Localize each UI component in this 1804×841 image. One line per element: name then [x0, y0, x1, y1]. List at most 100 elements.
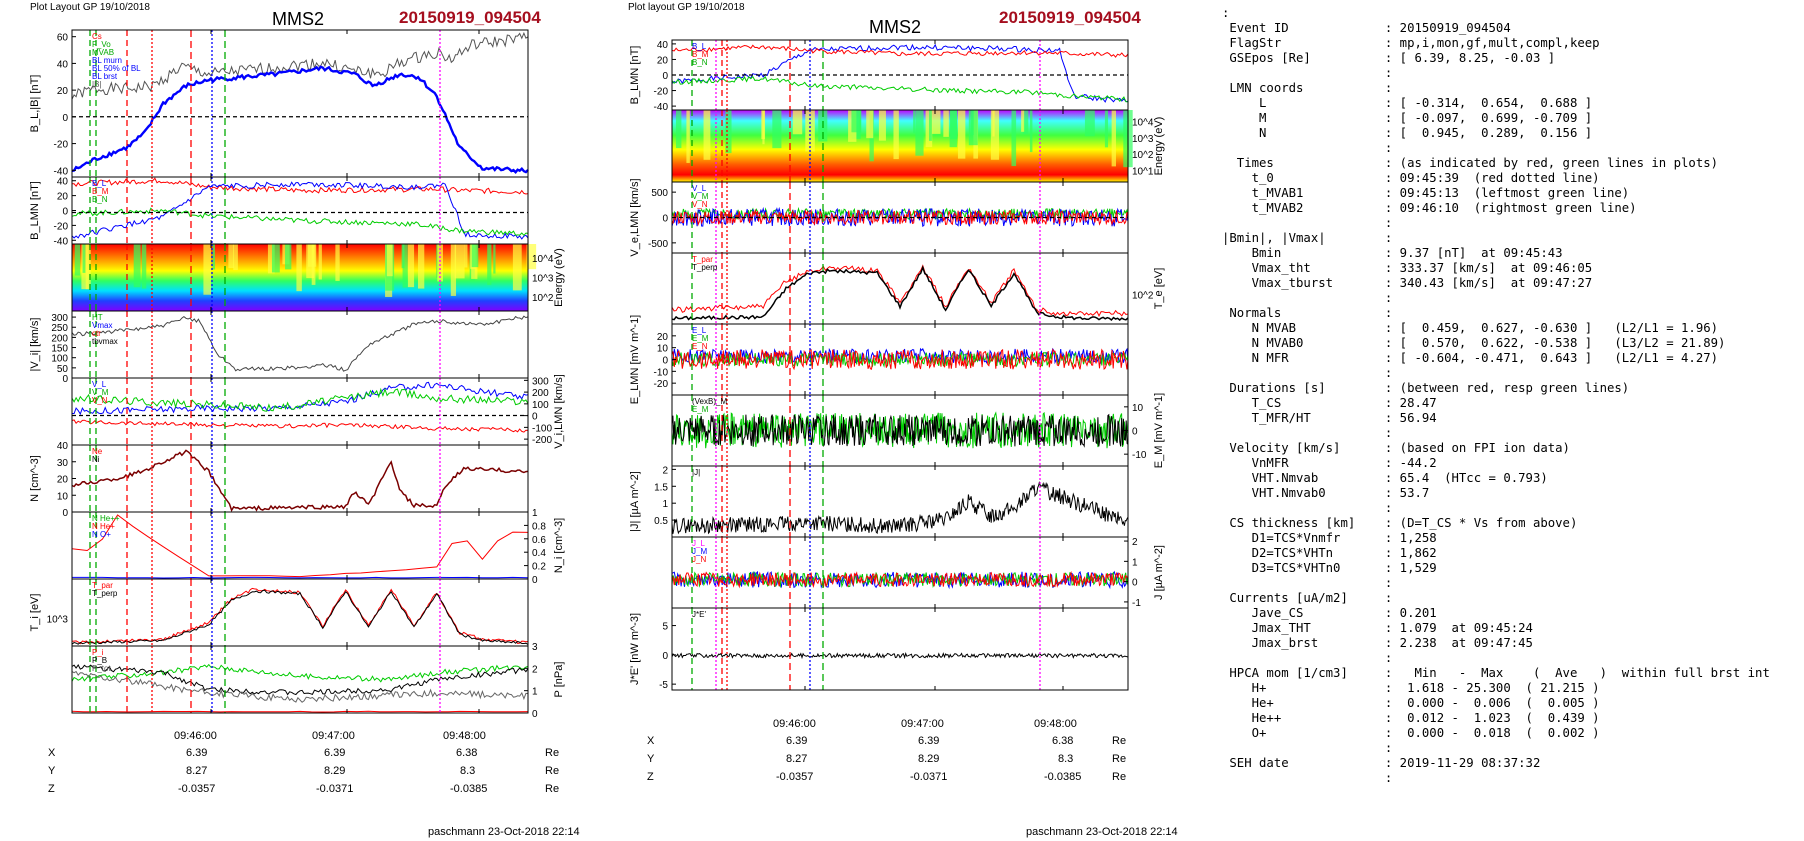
legend-entry: E_N [692, 342, 708, 351]
panel-right-3: -500 0 500 V_e,LMN [km/s] V_LV_MV_N [629, 178, 1129, 257]
panel-left-7: 0 0.2 0.4 0.6 0.8 1 N_i [cm^-3] N He++N He+N O+ [71, 508, 565, 586]
spectrogram-stripe [925, 110, 933, 148]
summary-line: Bmin : 9.37 [nT] at 09:45:43 [1222, 246, 1563, 260]
legend-entry: BL brst [92, 72, 118, 81]
y-tick-label: -20 [654, 379, 669, 390]
legend-entry: HT [92, 313, 103, 322]
summary-line: HPCA mom [1/cm3] : Min - Max ( Ave ) wit… [1222, 666, 1770, 680]
y-tick-label: 0 [1132, 427, 1138, 438]
y-tick-label: -200 [532, 435, 552, 446]
spectrogram-stripe [675, 110, 682, 149]
summary-line: Vmax_tburst : 340.43 [km/s] at 09:47:27 [1222, 276, 1593, 290]
spectrogram-stripe [386, 244, 393, 277]
spectrogram-stripe [992, 110, 995, 137]
legend-entry: T_par [692, 255, 713, 264]
spectrogram-stripe [772, 110, 782, 149]
legend-entry: tbvmax [92, 337, 118, 346]
legend-entry: BL murn [92, 56, 122, 65]
spectrogram-stripe [1111, 110, 1116, 167]
right-coord-x-2: 6.39 [918, 735, 940, 747]
y-tick-label: 0 [532, 412, 538, 423]
y-tick-label: 10 [57, 491, 69, 502]
y-tick-label: 10 [657, 344, 669, 355]
y-axis-label: N_i [cm^-3] [553, 518, 565, 573]
left-spacecraft-title: MMS2 [272, 9, 325, 29]
left-coord-x-label: X [48, 747, 56, 759]
panel-left-2: -40 -20 0 20 40 B_LMN [nT] B_LB_MB_N [29, 176, 529, 247]
y-axis-label: T_i [eV] [29, 594, 41, 632]
panel-frame [671, 252, 1129, 325]
y-tick-label: 0 [662, 651, 668, 662]
legend-entry: N He++ [92, 514, 120, 523]
spectrogram-stripe [401, 244, 405, 269]
y-tick-label: 0 [532, 709, 538, 720]
legend-entry: |J| [692, 468, 700, 477]
spectrogram-stripe [762, 110, 765, 145]
y-tick-label: 20 [57, 475, 69, 486]
series-line-VN [71, 419, 529, 433]
y-tick-label: 200 [51, 333, 68, 344]
spectrogram-stripe [725, 110, 732, 154]
summary-line: He++ : 0.012 - 1.023 ( 0.439 ) [1222, 711, 1600, 725]
spectrogram-stripe [267, 244, 275, 274]
spectrogram-stripe [85, 244, 91, 290]
right-coord-x-unit: Re [1112, 735, 1127, 747]
panel-left-9: 0 1 2 3 P [nPa] P_iP_BP_tot [71, 642, 565, 720]
spectrogram-stripe [915, 110, 924, 156]
series-line-Tperp [671, 265, 1129, 322]
y-tick-label: -10 [1132, 450, 1147, 461]
spectrogram-stripe [1011, 110, 1017, 167]
summary-line: : [1222, 66, 1393, 80]
y-axis-label: N [cm^-3] [29, 455, 41, 502]
y-tick-label: -20 [54, 140, 69, 151]
legend-entry: N O+ [92, 530, 111, 539]
series-line-BM [72, 177, 529, 195]
series-line-Tpar [671, 264, 1129, 317]
y-tick-label: 40 [57, 59, 69, 70]
legend-entry: MVAB [92, 48, 114, 57]
summary-line: N MVAB : [ 0.459, 0.627, -0.630 ] (L2/L1… [1222, 321, 1719, 335]
right-plot-layout-label: Plot layout GP 19/10/2018 [628, 2, 745, 13]
y-tick-label: 250 [51, 323, 68, 334]
series-line-BL [71, 65, 529, 174]
spectrogram [672, 110, 1128, 182]
event-summary-text: : Event ID : 20150919_094504 FlagStr : m… [1222, 6, 1770, 786]
legend-entry: (VexB)_M [692, 397, 727, 406]
legend-entry: E_M [692, 405, 709, 414]
series-line-Pi [71, 663, 529, 683]
y-tick-label: 1 [532, 687, 538, 698]
right-spacecraft-title: MMS2 [869, 17, 922, 37]
legend-entry: V_L [92, 380, 107, 389]
left-coord-y-label: Y [48, 765, 56, 777]
spectrogram-stripe [1029, 110, 1033, 153]
y-tick-label: 0.5 [654, 516, 668, 527]
spectrogram-stripe [450, 244, 457, 296]
spectrogram-stripe [686, 110, 690, 163]
y-axis-label: V_e,LMN [km/s] [629, 178, 641, 256]
legend-entry: V_L [692, 184, 707, 193]
summary-line: Times : (as indicated by red, green line… [1222, 156, 1719, 170]
y-tick-label: 10^2 [1132, 150, 1154, 161]
series-line-JE [671, 651, 1129, 660]
y-tick-label: 40 [57, 177, 69, 188]
legend-entry: F_Vo [92, 40, 111, 49]
spectrogram-stripe [271, 244, 280, 273]
spectrogram-stripe [703, 110, 711, 160]
right-event-id: 20150919_094504 [999, 8, 1141, 27]
y-axis-label: B_L,|B| [nT] [29, 75, 41, 133]
series-line-BL [671, 43, 1129, 103]
panel-right-1: -40 -20 0 20 40 B_LMN [nT] B_LB_MB_N [629, 39, 1129, 113]
y-tick-label: 0 [662, 71, 668, 82]
legend-entry: Cs [92, 32, 102, 41]
y-tick-label: 100 [532, 400, 549, 411]
y-tick-label: 0 [662, 356, 668, 367]
y-tick-label: 30 [57, 458, 69, 469]
y-tick-label: -500 [648, 239, 668, 250]
legend-entry: Ni [92, 455, 100, 464]
spectrogram-stripe [233, 244, 238, 271]
y-axis-label: J [µA m^-2] [1153, 545, 1165, 600]
right-coord-y-label: Y [647, 753, 655, 765]
